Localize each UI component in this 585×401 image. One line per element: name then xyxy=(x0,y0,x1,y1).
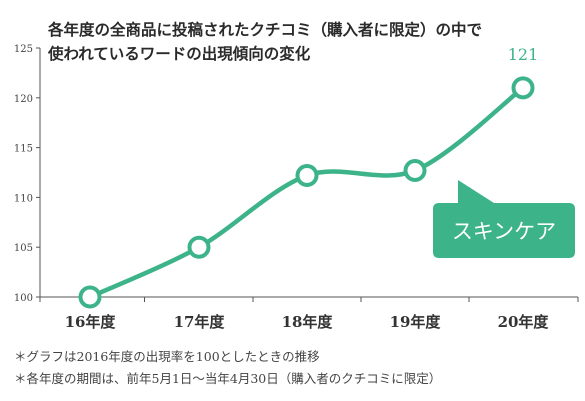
y-tick-label: 115 xyxy=(14,144,33,155)
y-axis: 100 105 110 115 120 125 xyxy=(14,44,41,304)
y-tick-label: 105 xyxy=(14,243,33,254)
title-line-2: 使われているワードの出現傾向の変化 xyxy=(48,44,311,63)
x-tick-label: 17年度 xyxy=(174,313,226,331)
chart-notes: ＊グラフは2016年度の出現率を100としたときの推移 ＊各年度の期間は、前年5… xyxy=(14,346,441,390)
data-point-marker xyxy=(511,76,535,100)
x-axis: 16年度 17年度 18年度 19年度 20年度 xyxy=(39,296,579,331)
note-2: ＊各年度の期間は、前年5月1日〜当年4月30日（購入者のクチコミに限定） xyxy=(14,371,442,386)
x-tick-label: 19年度 xyxy=(390,313,442,331)
y-tick-label: 120 xyxy=(14,94,33,105)
callout-bubble xyxy=(433,180,575,258)
note-1: ＊グラフは2016年度の出現率を100としたときの推移 xyxy=(14,349,320,364)
chart-title: 各年度の全商品に投稿されたクチコミ（購入者に限定）の中で 使われているワードの出… xyxy=(48,18,482,66)
y-tick-label: 125 xyxy=(14,44,33,55)
data-point-marker xyxy=(295,163,319,187)
data-point-marker xyxy=(78,285,102,309)
y-tick-label: 100 xyxy=(14,293,33,304)
data-label: 121 xyxy=(508,45,539,64)
x-tick-label: 20年度 xyxy=(498,313,550,331)
x-tick-label: 16年度 xyxy=(65,313,117,331)
data-point-marker xyxy=(403,159,427,183)
data-point-marker xyxy=(187,235,211,259)
series-callout: スキンケア xyxy=(433,180,575,258)
y-tick-label: 110 xyxy=(14,193,33,204)
title-line-1: 各年度の全商品に投稿されたクチコミ（購入者に限定）の中で xyxy=(48,20,483,39)
series-name-label: スキンケア xyxy=(452,220,556,244)
series-line-group: 121 xyxy=(78,45,539,309)
x-tick-label: 18年度 xyxy=(282,313,334,331)
